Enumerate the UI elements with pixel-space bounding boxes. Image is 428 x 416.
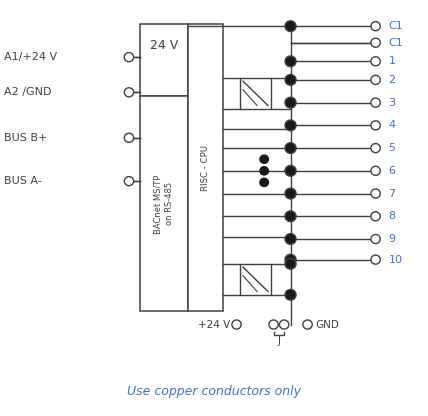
Text: 2: 2 — [388, 75, 395, 85]
Text: BACnet MS/TP
on RS-485: BACnet MS/TP on RS-485 — [154, 174, 175, 233]
Text: 9: 9 — [388, 234, 395, 244]
Text: 3: 3 — [388, 98, 395, 108]
Circle shape — [285, 290, 296, 300]
Circle shape — [232, 320, 241, 329]
Circle shape — [303, 320, 312, 329]
Circle shape — [260, 167, 268, 175]
Circle shape — [371, 144, 380, 153]
Circle shape — [285, 254, 296, 265]
Bar — [188, 24, 223, 311]
Text: J: J — [277, 336, 280, 346]
Text: RISC - CPU: RISC - CPU — [201, 145, 210, 191]
Text: 6: 6 — [388, 166, 395, 176]
Text: A1/+24 V: A1/+24 V — [3, 52, 56, 62]
Text: A2 /GND: A2 /GND — [3, 87, 51, 97]
Circle shape — [124, 53, 134, 62]
Circle shape — [260, 155, 268, 163]
Bar — [140, 24, 188, 97]
Text: Use copper conductors only: Use copper conductors only — [127, 385, 301, 399]
Text: 7: 7 — [388, 188, 395, 198]
Text: BUS A-: BUS A- — [3, 176, 41, 186]
Bar — [140, 97, 188, 311]
Circle shape — [285, 56, 296, 67]
Circle shape — [285, 21, 296, 32]
Circle shape — [371, 166, 380, 176]
Circle shape — [124, 133, 134, 142]
Circle shape — [285, 143, 296, 154]
Text: 10: 10 — [388, 255, 402, 265]
Text: BUS B+: BUS B+ — [3, 133, 47, 143]
Circle shape — [371, 235, 380, 243]
Circle shape — [285, 97, 296, 108]
Circle shape — [371, 98, 380, 107]
Circle shape — [279, 320, 289, 329]
Text: 4: 4 — [388, 120, 395, 130]
Circle shape — [285, 188, 296, 199]
Circle shape — [371, 38, 380, 47]
Text: 8: 8 — [388, 211, 395, 221]
Text: C1: C1 — [388, 38, 403, 48]
Text: 5: 5 — [388, 143, 395, 153]
Circle shape — [124, 177, 134, 186]
Circle shape — [285, 166, 296, 176]
Circle shape — [124, 88, 134, 97]
Circle shape — [285, 120, 296, 131]
Circle shape — [285, 74, 296, 85]
Circle shape — [371, 189, 380, 198]
Circle shape — [371, 121, 380, 130]
Circle shape — [285, 258, 296, 269]
Circle shape — [371, 255, 380, 264]
Bar — [240, 264, 271, 295]
Circle shape — [285, 234, 296, 244]
Text: C1: C1 — [388, 21, 403, 31]
Text: 24 V: 24 V — [150, 39, 178, 52]
Circle shape — [269, 320, 278, 329]
Bar — [240, 78, 271, 109]
Circle shape — [371, 75, 380, 84]
Circle shape — [285, 211, 296, 222]
Circle shape — [371, 57, 380, 66]
Circle shape — [371, 212, 380, 221]
Circle shape — [260, 178, 268, 186]
Circle shape — [371, 22, 380, 31]
Text: +24 V: +24 V — [198, 319, 230, 329]
Text: GND: GND — [315, 319, 339, 329]
Text: 1: 1 — [388, 56, 395, 66]
